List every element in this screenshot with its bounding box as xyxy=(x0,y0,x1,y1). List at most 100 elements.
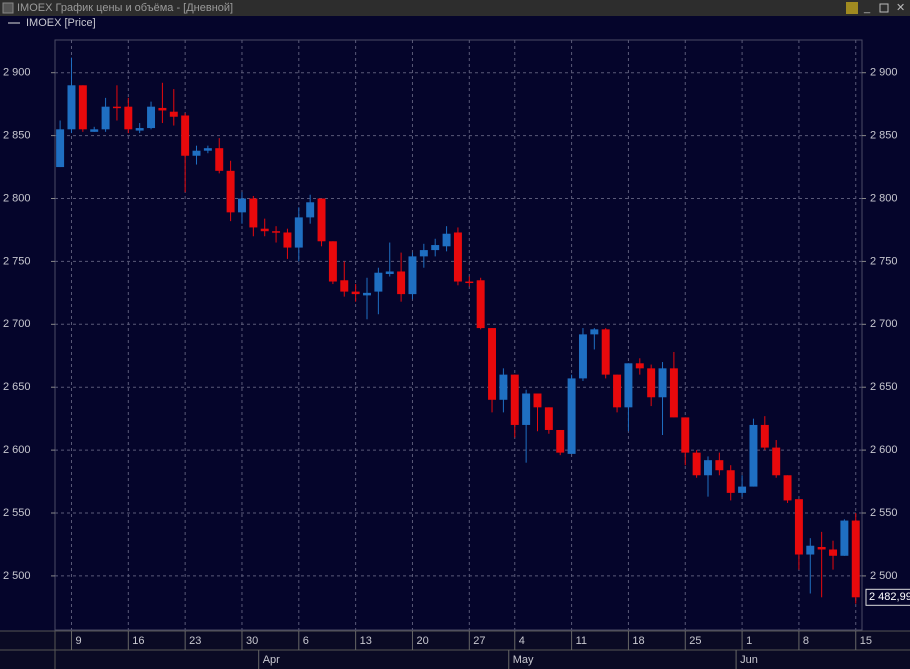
last-price-label: 2 482,99 xyxy=(869,591,910,603)
candle-body xyxy=(431,245,440,251)
close-button[interactable]: ✕ xyxy=(896,2,905,14)
candle-body xyxy=(453,232,462,282)
candle-body xyxy=(56,129,65,168)
candle-body xyxy=(726,470,735,493)
candle-body xyxy=(294,217,303,248)
candle-body xyxy=(351,291,360,295)
y-tick-label: 2 600 xyxy=(870,444,898,456)
candle-body xyxy=(272,231,281,233)
candle-body xyxy=(556,429,565,453)
candle-body xyxy=(760,424,769,448)
candle-body xyxy=(419,250,428,257)
candle-body xyxy=(624,363,633,408)
x-tick-label: 20 xyxy=(416,635,428,647)
candle-body xyxy=(817,546,826,550)
y-tick-label: 2 850 xyxy=(3,130,31,142)
title-bar xyxy=(0,0,910,16)
candle-body xyxy=(363,292,371,296)
candle-body xyxy=(192,150,201,156)
x-tick-label: 25 xyxy=(689,635,701,647)
candle-body xyxy=(215,148,224,171)
candle-body xyxy=(408,256,417,295)
x-tick-label: 11 xyxy=(576,635,587,647)
window-title: IMOEX График цены и объёма - [Дневной] xyxy=(17,2,233,14)
candle-body xyxy=(590,329,599,335)
candle-body xyxy=(112,106,121,109)
candle-body xyxy=(124,106,133,130)
x-tick-label: 13 xyxy=(360,635,372,647)
candle-body xyxy=(328,241,337,282)
candle-body xyxy=(715,460,724,471)
candle-body xyxy=(374,272,383,292)
plot-frame xyxy=(54,39,863,631)
candle-body xyxy=(476,280,485,329)
y-tick-label: 2 650 xyxy=(3,381,31,393)
candle-body xyxy=(101,106,110,130)
pin-button[interactable] xyxy=(846,2,858,14)
candle-body xyxy=(533,393,542,408)
month-label: May xyxy=(513,654,534,666)
candle-body xyxy=(522,393,531,425)
maximize-button[interactable] xyxy=(879,3,889,13)
candle-body xyxy=(90,129,99,132)
candle-body xyxy=(226,170,235,213)
last-price-box xyxy=(865,588,910,606)
candle-body xyxy=(601,329,610,375)
x-tick-label: 1 xyxy=(746,635,752,647)
candle-body xyxy=(681,417,690,453)
candle-body xyxy=(692,452,701,476)
candle-body xyxy=(340,280,349,292)
candle-body xyxy=(772,447,781,476)
y-tick-label: 2 750 xyxy=(870,255,898,267)
y-tick-label: 2 550 xyxy=(3,507,31,519)
candle-body xyxy=(669,368,678,418)
y-tick-label: 2 500 xyxy=(3,570,31,582)
candle-body xyxy=(169,111,178,117)
y-tick-label: 2 800 xyxy=(3,192,31,204)
candle-body xyxy=(260,228,269,232)
candle-body xyxy=(147,106,156,129)
x-tick-label: 6 xyxy=(303,635,309,647)
y-tick-label: 2 900 xyxy=(3,67,31,79)
x-tick-label: 30 xyxy=(246,635,258,647)
candle-body xyxy=(851,520,860,598)
y-tick-label: 2 750 xyxy=(3,255,31,267)
candle-body xyxy=(647,368,656,398)
candle-body xyxy=(544,407,553,430)
x-tick-label: 9 xyxy=(75,635,81,647)
candle-body xyxy=(749,424,758,487)
candle-body xyxy=(635,363,644,369)
candle-body xyxy=(783,475,792,501)
candle-body xyxy=(385,271,394,274)
candle-body xyxy=(203,148,212,151)
window-icon xyxy=(2,2,14,14)
y-tick-label: 2 500 xyxy=(870,570,898,582)
month-label: Jun xyxy=(740,654,758,666)
candle-body xyxy=(135,128,144,131)
candle-body xyxy=(613,374,622,408)
y-tick-label: 2 550 xyxy=(870,507,898,519)
x-tick-label: 8 xyxy=(803,635,809,647)
candle-body xyxy=(181,115,190,156)
x-tick-label: 15 xyxy=(860,635,872,647)
candle-body xyxy=(67,85,76,130)
x-tick-label: 27 xyxy=(473,635,485,647)
candle-body xyxy=(283,232,292,248)
candle-body xyxy=(738,486,747,493)
y-tick-label: 2 850 xyxy=(870,130,898,142)
candle-body xyxy=(306,202,315,218)
candle-body xyxy=(78,85,87,130)
y-tick-label: 2 900 xyxy=(870,67,898,79)
candle-body xyxy=(829,549,837,556)
candle-body xyxy=(794,499,803,555)
candle-body xyxy=(704,460,712,476)
y-tick-label: 2 600 xyxy=(3,444,31,456)
minimize-button[interactable]: _ xyxy=(863,2,871,14)
y-tick-label: 2 650 xyxy=(870,381,898,393)
month-label: Apr xyxy=(263,654,280,666)
candle-body xyxy=(510,374,519,425)
candle-body xyxy=(488,328,497,400)
candle-body xyxy=(465,281,474,284)
candle-body xyxy=(317,198,326,242)
candle-body xyxy=(499,374,508,400)
